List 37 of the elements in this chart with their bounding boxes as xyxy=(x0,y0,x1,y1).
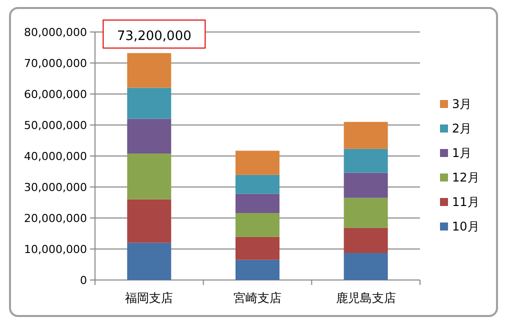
legend-label: 2月 xyxy=(452,122,472,136)
bar xyxy=(127,154,172,200)
y-tick-label: 20,000,000 xyxy=(24,212,87,225)
x-tick-label: 福岡支店 xyxy=(125,291,174,305)
x-tick-label: 宮崎支店 xyxy=(234,291,282,305)
y-tick-label: 30,000,000 xyxy=(24,181,87,194)
y-tick-label: 40,000,000 xyxy=(24,150,87,163)
bar xyxy=(127,53,172,88)
bar xyxy=(344,228,388,254)
bar xyxy=(236,213,280,237)
bar xyxy=(236,260,280,280)
legend-label: 3月 xyxy=(452,97,472,111)
x-tick-label: 鹿児島支店 xyxy=(336,291,396,305)
bar xyxy=(127,199,172,243)
bar xyxy=(236,236,280,260)
bar xyxy=(344,148,388,173)
bar xyxy=(127,88,172,119)
legend-label: 11月 xyxy=(452,195,480,209)
bar xyxy=(236,150,280,175)
total-label: 73,200,000 xyxy=(116,29,192,44)
legend-label: 1月 xyxy=(452,146,472,160)
bar xyxy=(127,118,172,154)
y-tick-label: 0 xyxy=(80,274,87,287)
y-tick-label: 50,000,000 xyxy=(24,119,87,132)
bar xyxy=(127,242,172,280)
bar xyxy=(344,198,388,228)
legend-label: 10月 xyxy=(452,220,480,234)
bar xyxy=(236,194,280,214)
y-tick-label: 70,000,000 xyxy=(24,57,87,70)
bar xyxy=(344,253,388,280)
y-tick-label: 80,000,000 xyxy=(24,26,87,39)
legend-label: 12月 xyxy=(452,170,480,184)
y-tick-label: 60,000,000 xyxy=(24,88,87,101)
y-tick-label: 10,000,000 xyxy=(24,243,87,256)
bar xyxy=(344,122,388,149)
bar xyxy=(344,172,388,198)
bar xyxy=(236,174,280,194)
